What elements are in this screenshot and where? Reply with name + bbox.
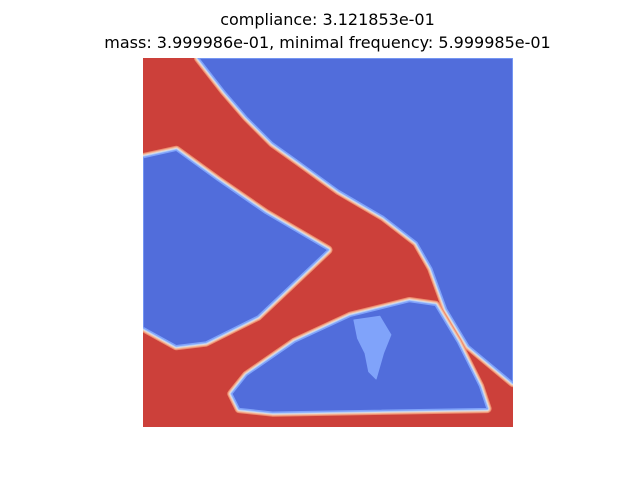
chart-title-line-1: compliance: 3.121853e-01 <box>220 10 435 29</box>
grey-density-patch <box>353 315 392 380</box>
upper-right-void <box>197 58 513 384</box>
chart-title-line-2: mass: 3.999986e-01, minimal frequency: 5… <box>104 33 551 52</box>
contour-layer <box>143 58 513 417</box>
lower-triangle-void <box>231 300 488 413</box>
left-void <box>143 149 329 347</box>
